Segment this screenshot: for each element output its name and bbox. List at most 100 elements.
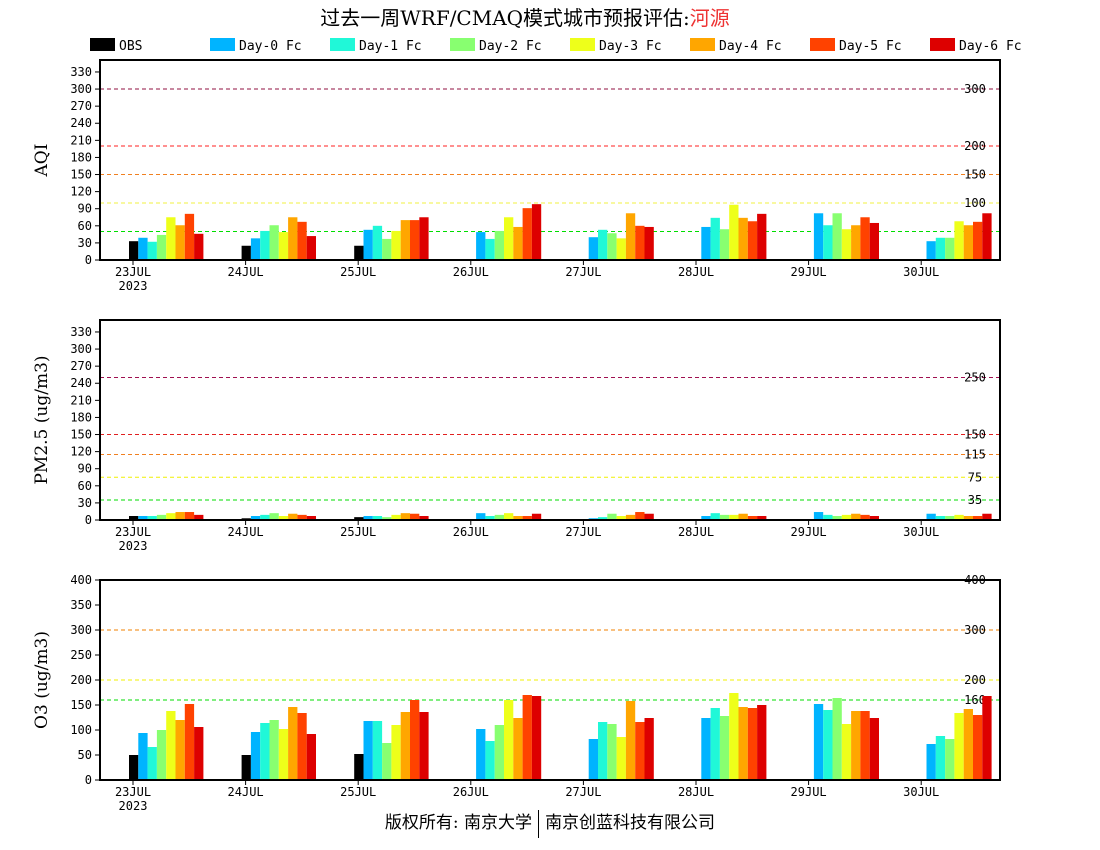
x-tick-label: 28JUL <box>678 265 714 279</box>
y-tick-label: 330 <box>70 325 92 339</box>
x-tick-label: 27JUL <box>565 785 601 799</box>
bar-day-6-fc-25JUL <box>419 217 429 260</box>
x-tick-label: 29JUL <box>791 785 827 799</box>
bar-day-1-fc-29JUL <box>823 514 833 520</box>
bar-day-5-fc-24JUL <box>297 713 307 780</box>
reference-label-200: 200 <box>964 139 986 153</box>
bar-day-2-fc-25JUL <box>382 743 392 780</box>
bar-day-5-fc-27JUL <box>635 512 645 520</box>
reference-label-250: 250 <box>964 371 986 385</box>
bar-day-6-fc-28JUL <box>757 516 767 520</box>
bar-day-3-fc-24JUL <box>278 729 289 780</box>
bar-day-4-fc-23JUL <box>175 720 185 780</box>
copyright-footer: 版权所有: 南京大学 南京创蓝科技有限公司 <box>0 808 1100 838</box>
bar-day-0-fc-28JUL <box>701 226 711 260</box>
bar-day-0-fc-29JUL <box>813 704 824 780</box>
bar-day-2-fc-23JUL <box>156 730 167 780</box>
bar-day-5-fc-25JUL <box>410 700 420 780</box>
bar-day-0-fc-24JUL <box>250 732 261 780</box>
bar-obs-23JUL <box>129 516 139 520</box>
bar-day-1-fc-27JUL <box>598 517 608 520</box>
x-tick-label: 25JUL <box>340 265 376 279</box>
x-tick-label: 26JUL <box>453 525 489 539</box>
bar-day-6-fc-26JUL <box>531 513 542 520</box>
bar-day-5-fc-26JUL <box>522 516 532 520</box>
bar-day-1-fc-26JUL <box>485 741 495 780</box>
bar-day-4-fc-26JUL <box>513 718 523 780</box>
bar-day-6-fc-29JUL <box>869 718 879 780</box>
y-tick-label: 30 <box>78 496 92 510</box>
bar-day-1-fc-29JUL <box>823 710 833 780</box>
y-tick-label: 30 <box>78 236 92 250</box>
bar-day-1-fc-23JUL <box>147 516 157 520</box>
bar-day-0-fc-26JUL <box>476 232 486 260</box>
bar-day-6-fc-30JUL <box>982 513 992 520</box>
legend-swatch-4 <box>570 38 595 51</box>
bar-day-1-fc-24JUL <box>260 230 270 260</box>
reference-label-100: 100 <box>964 196 986 210</box>
bar-day-1-fc-25JUL <box>372 721 383 780</box>
bar-day-4-fc-27JUL <box>625 213 636 260</box>
bar-day-1-fc-30JUL <box>935 237 946 260</box>
bar-day-1-fc-25JUL <box>372 225 383 260</box>
bar-day-4-fc-24JUL <box>288 707 298 780</box>
x-tick-label: 23JUL <box>115 265 151 279</box>
bar-day-5-fc-28JUL <box>747 708 758 780</box>
y-tick-label: 60 <box>78 219 92 233</box>
legend-label-5: Day-4 Fc <box>719 39 782 54</box>
bar-day-4-fc-25JUL <box>400 220 410 260</box>
bar-day-3-fc-25JUL <box>391 514 401 520</box>
bar-day-5-fc-23JUL <box>184 213 195 260</box>
bar-day-1-fc-29JUL <box>823 225 833 260</box>
y-tick-label: 100 <box>70 723 92 737</box>
bar-day-0-fc-24JUL <box>250 238 261 260</box>
y-axis-label: PM2.5 (ug/m3) <box>32 355 52 484</box>
reference-label-300: 300 <box>964 623 986 637</box>
x-year-label: 2023 <box>119 799 148 813</box>
bar-day-0-fc-27JUL <box>588 739 598 780</box>
bar-day-5-fc-24JUL <box>297 221 307 260</box>
bar-day-5-fc-28JUL <box>747 221 758 260</box>
x-year-label: 2023 <box>119 279 148 293</box>
bar-day-4-fc-28JUL <box>738 513 748 520</box>
y-tick-label: 0 <box>85 513 92 527</box>
bar-day-3-fc-29JUL <box>841 514 852 520</box>
bar-day-6-fc-27JUL <box>644 226 654 260</box>
y-tick-label: 240 <box>70 116 92 130</box>
bar-obs-24JUL <box>241 755 251 780</box>
bar-day-5-fc-30JUL <box>973 221 983 260</box>
bar-day-1-fc-25JUL <box>372 516 383 520</box>
legend-swatch-3 <box>450 38 475 51</box>
bar-day-6-fc-28JUL <box>757 705 767 780</box>
y-tick-label: 150 <box>70 428 92 442</box>
y-tick-label: 270 <box>70 359 92 373</box>
bar-day-2-fc-28JUL <box>719 229 730 260</box>
legend-label-3: Day-2 Fc <box>479 39 542 54</box>
y-tick-label: 180 <box>70 410 92 424</box>
bar-day-3-fc-28JUL <box>729 514 739 520</box>
bar-day-5-fc-27JUL <box>635 225 645 260</box>
bar-day-2-fc-28JUL <box>719 716 730 780</box>
y-tick-label: 250 <box>70 648 92 662</box>
reference-label-160: 160 <box>964 693 986 707</box>
bar-day-4-fc-26JUL <box>513 226 523 260</box>
bar-day-2-fc-29JUL <box>832 516 842 520</box>
y-tick-label: 350 <box>70 598 92 612</box>
bar-day-4-fc-26JUL <box>513 516 523 520</box>
bar-day-5-fc-30JUL <box>973 715 983 780</box>
y-tick-label: 0 <box>85 253 92 267</box>
x-tick-label: 29JUL <box>791 265 827 279</box>
bar-obs-25JUL <box>354 517 364 520</box>
legend-swatch-5 <box>690 38 715 51</box>
bar-day-5-fc-24JUL <box>297 514 307 520</box>
x-tick-label: 23JUL <box>115 785 151 799</box>
bar-day-5-fc-29JUL <box>860 217 870 260</box>
bar-day-6-fc-24JUL <box>306 516 316 520</box>
bar-day-0-fc-29JUL <box>813 213 824 260</box>
legend-label-6: Day-5 Fc <box>839 39 902 54</box>
bar-day-1-fc-26JUL <box>485 516 495 520</box>
bar-day-3-fc-27JUL <box>616 516 626 520</box>
plot-frame <box>99 319 1001 521</box>
x-tick-label: 26JUL <box>453 265 489 279</box>
x-tick-label: 30JUL <box>903 265 939 279</box>
